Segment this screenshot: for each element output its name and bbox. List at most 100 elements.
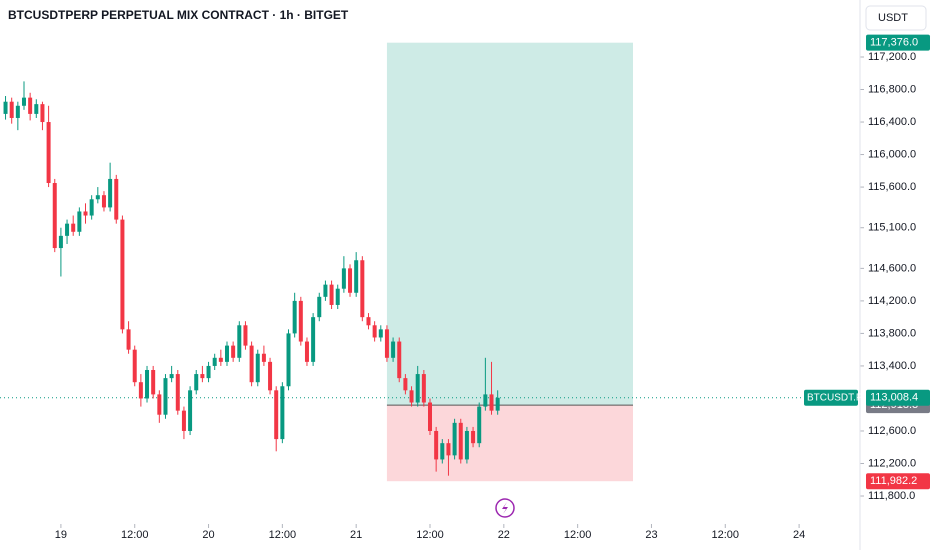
lightning-icon[interactable] xyxy=(495,498,515,518)
last-price-label: 113,008.4 xyxy=(870,392,918,404)
candle-body xyxy=(495,397,500,411)
candle-body xyxy=(323,284,328,297)
candle-body xyxy=(434,430,439,460)
y-tick-label: 116,000.0 xyxy=(868,148,916,160)
icon-bolt xyxy=(502,502,508,514)
y-tick-label: 114,600.0 xyxy=(868,262,916,274)
candle-body xyxy=(231,345,236,358)
stop-label: 111,982.2 xyxy=(870,475,917,487)
candle-body xyxy=(9,101,14,118)
y-tick-label: 113,800.0 xyxy=(868,327,916,339)
candle-body xyxy=(101,195,106,208)
candle-body xyxy=(415,374,420,403)
candle-body xyxy=(28,97,33,114)
x-tick-label: 21 xyxy=(350,529,362,541)
candle-body xyxy=(114,178,119,220)
y-tick-label: 111,800.0 xyxy=(868,490,915,502)
candle-body xyxy=(15,105,20,118)
candle-body xyxy=(65,223,70,236)
candle-body xyxy=(464,430,469,460)
candle-body xyxy=(194,374,199,391)
candle-body xyxy=(317,296,322,318)
candle-body xyxy=(274,390,279,440)
currency-label[interactable]: USDT xyxy=(878,12,908,24)
candle-body xyxy=(471,430,476,444)
candle-body xyxy=(151,370,156,395)
candle-body xyxy=(40,104,45,123)
candle-body xyxy=(268,361,273,391)
x-tick-label: 19 xyxy=(55,529,67,541)
candle-body xyxy=(428,402,432,431)
candle-body xyxy=(378,329,383,338)
candle-body xyxy=(360,260,365,318)
candle-body xyxy=(77,211,82,232)
y-tick-label: 117,200.0 xyxy=(868,51,916,63)
candle-body xyxy=(169,374,174,379)
candle-body xyxy=(341,268,346,289)
candle-body xyxy=(280,386,285,440)
x-tick-label: 23 xyxy=(645,529,657,541)
x-tick-label: 12:00 xyxy=(712,529,740,541)
candle-body xyxy=(372,325,377,338)
stop-label-bg xyxy=(866,473,930,490)
candle-body xyxy=(446,443,451,456)
candle-body xyxy=(249,345,254,383)
candle-body xyxy=(354,260,359,293)
profit-zone xyxy=(386,42,634,406)
candle-body xyxy=(292,300,297,334)
candle-body xyxy=(206,365,211,379)
candle-body xyxy=(34,104,39,114)
candle-body xyxy=(21,97,26,106)
candle-body xyxy=(46,122,51,184)
candle-body xyxy=(311,317,316,362)
x-tick-label: 20 xyxy=(202,529,214,541)
y-tick-label: 116,400.0 xyxy=(868,116,916,128)
candle-body xyxy=(126,329,131,350)
y-tick-label: 114,200.0 xyxy=(868,295,916,307)
loss-zone xyxy=(386,405,634,482)
candle-body xyxy=(120,219,125,330)
candle-body xyxy=(391,341,396,358)
candle-body xyxy=(163,378,168,415)
candle-body xyxy=(286,333,291,387)
y-tick-label: 115,100.0 xyxy=(868,222,916,234)
candle-body xyxy=(243,325,248,346)
candle-body xyxy=(304,341,309,362)
candle-body xyxy=(261,353,266,362)
candle-body xyxy=(71,223,76,232)
candle-body xyxy=(83,211,88,216)
candle-body xyxy=(348,268,353,293)
candle-body xyxy=(384,329,389,358)
candle-body xyxy=(212,357,217,366)
candle-body xyxy=(397,341,402,379)
symbol-tag: BTCUSDT.P xyxy=(807,392,863,403)
candle-body xyxy=(138,382,143,399)
x-tick-label: 12:00 xyxy=(416,529,444,541)
candle-body xyxy=(224,345,229,362)
symbol-tag-bg xyxy=(804,389,858,406)
target-label: 117,376.0 xyxy=(870,37,918,49)
y-tick-label: 113,400.0 xyxy=(868,360,916,372)
candle-body xyxy=(157,394,162,415)
candle-body xyxy=(409,390,414,403)
candle-body xyxy=(145,370,150,399)
candle-body xyxy=(335,288,340,305)
target-label-bg xyxy=(866,34,930,51)
x-tick-label: 12:00 xyxy=(564,529,592,541)
candle-body xyxy=(3,101,8,114)
candle-body xyxy=(440,443,445,460)
y-tick-label: 116,800.0 xyxy=(868,83,916,95)
candle-body xyxy=(132,349,137,383)
candle-body xyxy=(366,317,371,326)
currency-button[interactable] xyxy=(865,5,927,31)
candle-body xyxy=(458,422,463,460)
candle-body xyxy=(218,357,223,362)
x-tick-label: 12:00 xyxy=(269,529,297,541)
candle-body xyxy=(403,378,408,391)
candle-body xyxy=(175,374,180,411)
y-tick-label: 112,600.0 xyxy=(868,425,916,437)
candle-body xyxy=(200,374,205,379)
candle-body xyxy=(329,284,334,305)
x-tick-label: 22 xyxy=(498,529,510,541)
